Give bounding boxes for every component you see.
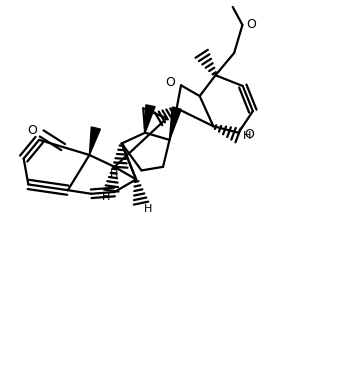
Polygon shape (169, 107, 181, 140)
Polygon shape (145, 105, 155, 133)
Text: O: O (247, 18, 256, 31)
Text: O: O (244, 128, 254, 141)
Text: H: H (101, 192, 110, 202)
Text: O: O (28, 124, 38, 137)
Text: H: H (144, 204, 152, 214)
Text: O: O (165, 76, 175, 89)
Polygon shape (89, 127, 100, 155)
Text: H: H (243, 131, 252, 141)
Text: H: H (110, 169, 119, 179)
